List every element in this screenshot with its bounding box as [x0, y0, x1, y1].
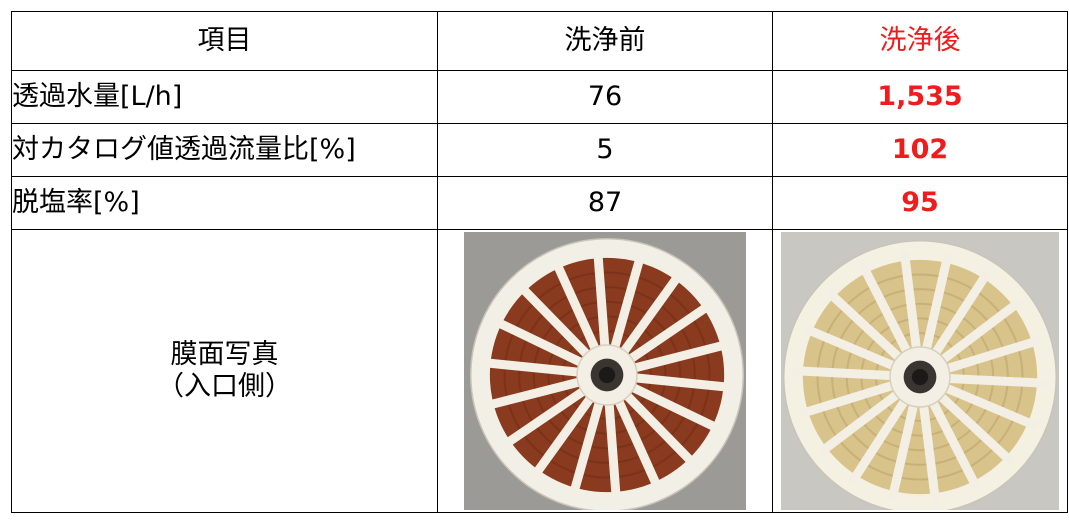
- end-cap-spoke: [501, 384, 592, 449]
- end-cap-spoke: [938, 336, 1042, 375]
- end-cap-spoke: [793, 366, 901, 381]
- photo-row-label: 膜面写真 （入口側）: [11, 229, 438, 513]
- end-cap-spoke: [939, 373, 1047, 388]
- end-cap-spoke: [918, 396, 940, 504]
- table-row: 脱塩率[%] 87 95: [11, 176, 1068, 230]
- end-cap-spoke: [626, 372, 734, 392]
- row-label: 脱塩率[%]: [11, 176, 438, 230]
- end-cap-spoke: [817, 387, 905, 456]
- table-row: 対カタログ値透過流量比[%] 5 102: [11, 123, 1068, 177]
- end-cap-spoke: [622, 301, 713, 366]
- end-cap-spoke: [928, 269, 992, 361]
- end-cap-spoke: [825, 289, 907, 365]
- end-cap-spoke: [612, 392, 662, 492]
- end-cap-spoke: [516, 282, 595, 362]
- photo-cell-before: [437, 229, 773, 513]
- value-after: 95: [772, 176, 1068, 230]
- table-row: 透過水量[L/h] 76 1,535: [11, 70, 1068, 124]
- photo-row: 膜面写真 （入口側）: [11, 229, 1068, 513]
- header-row: 項目 洗浄前 洗浄後: [11, 11, 1068, 71]
- value-after: 102: [772, 123, 1068, 177]
- end-cap-spoke: [483, 376, 588, 410]
- end-cap-spoke: [492, 317, 590, 369]
- center-tube-inner: [911, 368, 929, 386]
- membrane-texture-ring: [518, 286, 696, 464]
- value-before: 5: [437, 123, 773, 177]
- center-tube-inner: [598, 366, 616, 384]
- photo-label-line1: 膜面写真: [170, 338, 279, 370]
- end-cap-spoke: [480, 358, 588, 378]
- end-cap-spoke: [604, 394, 621, 502]
- header-item: 項目: [11, 11, 438, 71]
- end-cap-spoke: [888, 396, 920, 502]
- value-after: 1,535: [772, 70, 1068, 124]
- end-cap-spoke: [593, 248, 610, 356]
- end-cap-spoke: [798, 379, 902, 418]
- membrane-photo-before: [464, 232, 746, 510]
- end-cap-spoke: [624, 381, 722, 433]
- value-before: 87: [437, 176, 773, 230]
- header-before-cleaning: 洗浄前: [437, 11, 773, 71]
- value-before: 76: [437, 70, 773, 124]
- end-cap-spoke: [569, 394, 605, 498]
- comparison-table: 項目 洗浄前 洗浄後 透過水量[L/h] 76 1,535 対カタログ値透過流量…: [11, 11, 1068, 513]
- end-cap-spoke: [935, 298, 1023, 367]
- end-cap-spoke: [920, 252, 952, 358]
- photo-cell-after: [772, 229, 1068, 513]
- photo-label-line2: （入口側）: [157, 371, 292, 402]
- membrane-photo-after: [781, 232, 1059, 510]
- end-cap-spoke: [938, 382, 1038, 430]
- header-after-cleaning: 洗浄後: [772, 11, 1068, 71]
- end-cap-spoke: [802, 324, 902, 372]
- end-cap-spoke: [900, 250, 922, 358]
- membrane-texture-ring: [816, 273, 1024, 481]
- row-label: 対カタログ値透過流量比[%]: [11, 123, 438, 177]
- end-cap-spoke: [933, 389, 1015, 465]
- end-cap-spoke: [848, 393, 912, 485]
- end-cap-spoke: [859, 263, 914, 360]
- membrane-texture-ring: [503, 271, 711, 479]
- row-label: 透過水量[L/h]: [11, 70, 438, 124]
- end-cap-spoke: [552, 258, 602, 358]
- end-cap-spoke: [626, 340, 731, 374]
- end-cap-spoke: [616, 270, 684, 360]
- end-cap-spoke: [619, 388, 698, 468]
- membrane-texture-ring: [532, 300, 682, 450]
- end-cap-spoke: [926, 394, 981, 491]
- end-cap-spoke: [609, 252, 645, 356]
- end-cap-spoke: [530, 390, 598, 480]
